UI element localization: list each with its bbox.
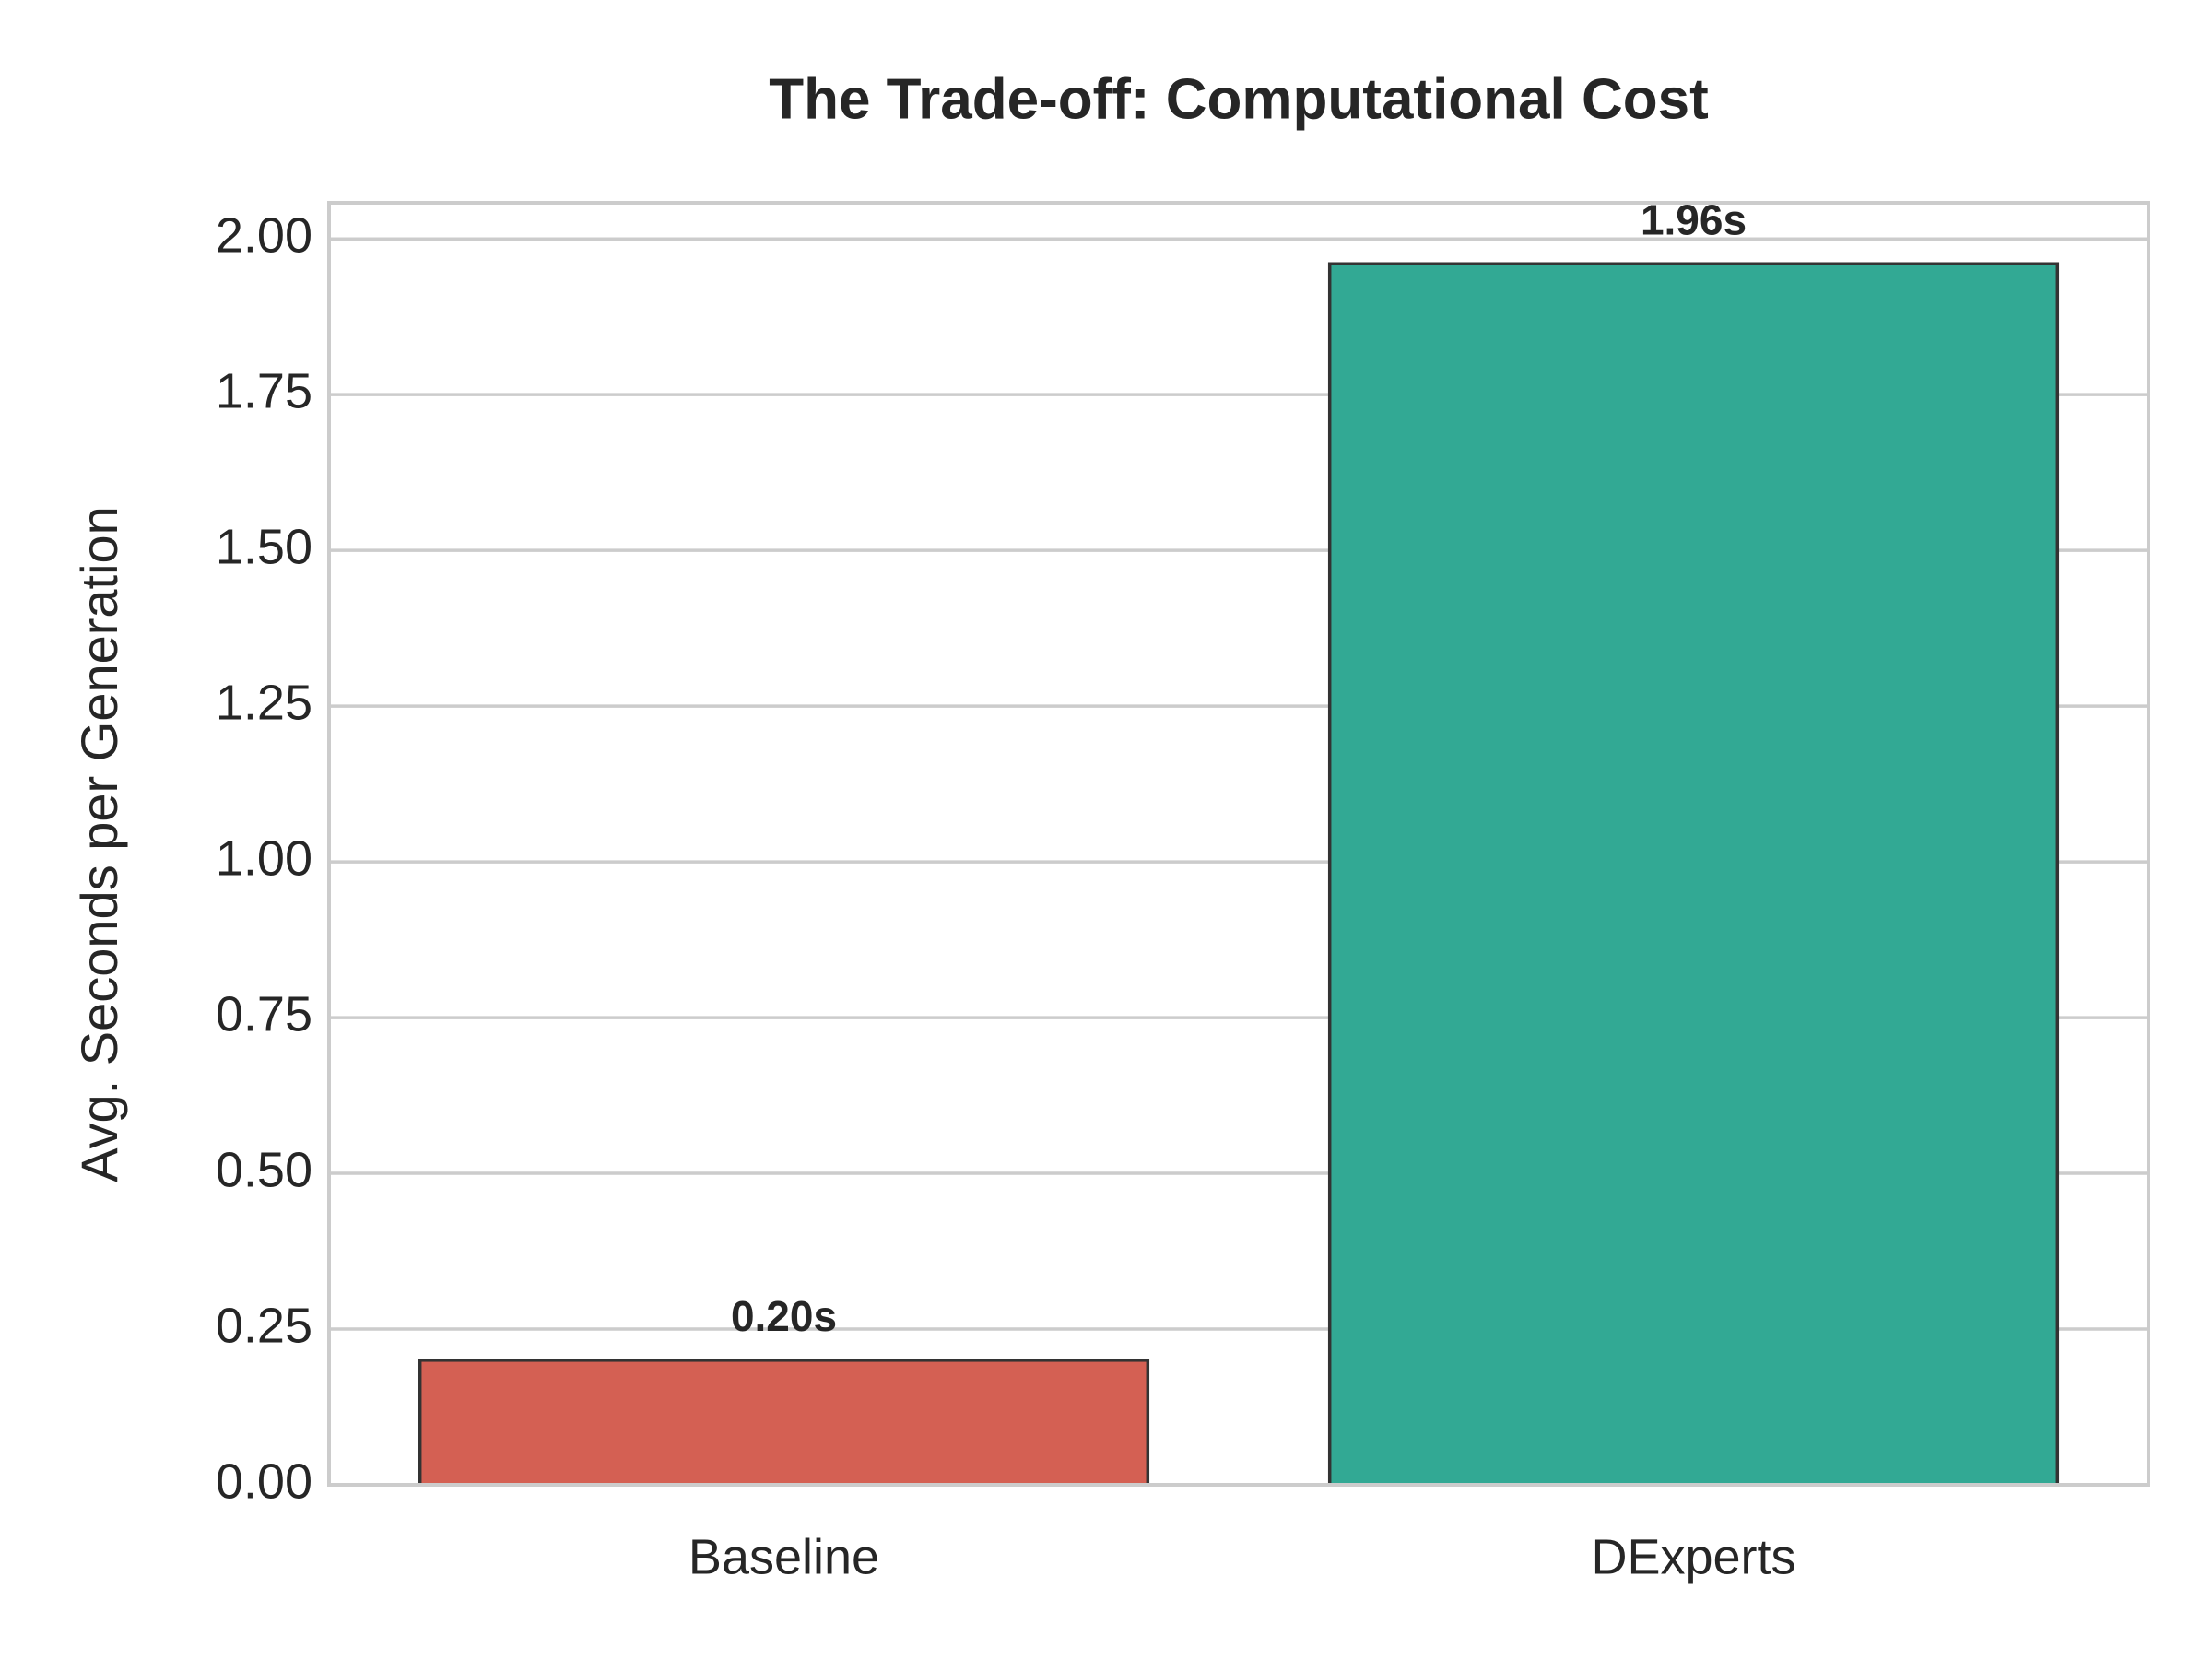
plot-frame — [327, 201, 2150, 1487]
y-tick-label: 0.75 — [216, 986, 312, 1041]
y-tick-label: 1.75 — [216, 363, 312, 418]
y-tick-label: 2.00 — [216, 207, 312, 263]
bar — [1327, 262, 2060, 1487]
y-tick-label: 0.00 — [216, 1453, 312, 1509]
value-label: 0.20s — [731, 1292, 837, 1340]
y-tick-label: 1.25 — [216, 675, 312, 730]
chart-title: The Trade-off: Computational Cost — [769, 67, 1709, 131]
y-axis-label: Avg. Seconds per Generation — [70, 506, 128, 1182]
y-tick-label: 0.50 — [216, 1142, 312, 1197]
y-tick-label: 0.25 — [216, 1298, 312, 1353]
x-tick-label: DExperts — [1591, 1529, 1795, 1584]
x-tick-label: Baseline — [688, 1529, 879, 1584]
bar — [418, 1359, 1150, 1487]
y-tick-label: 1.00 — [216, 830, 312, 886]
y-tick-label: 1.50 — [216, 519, 312, 574]
